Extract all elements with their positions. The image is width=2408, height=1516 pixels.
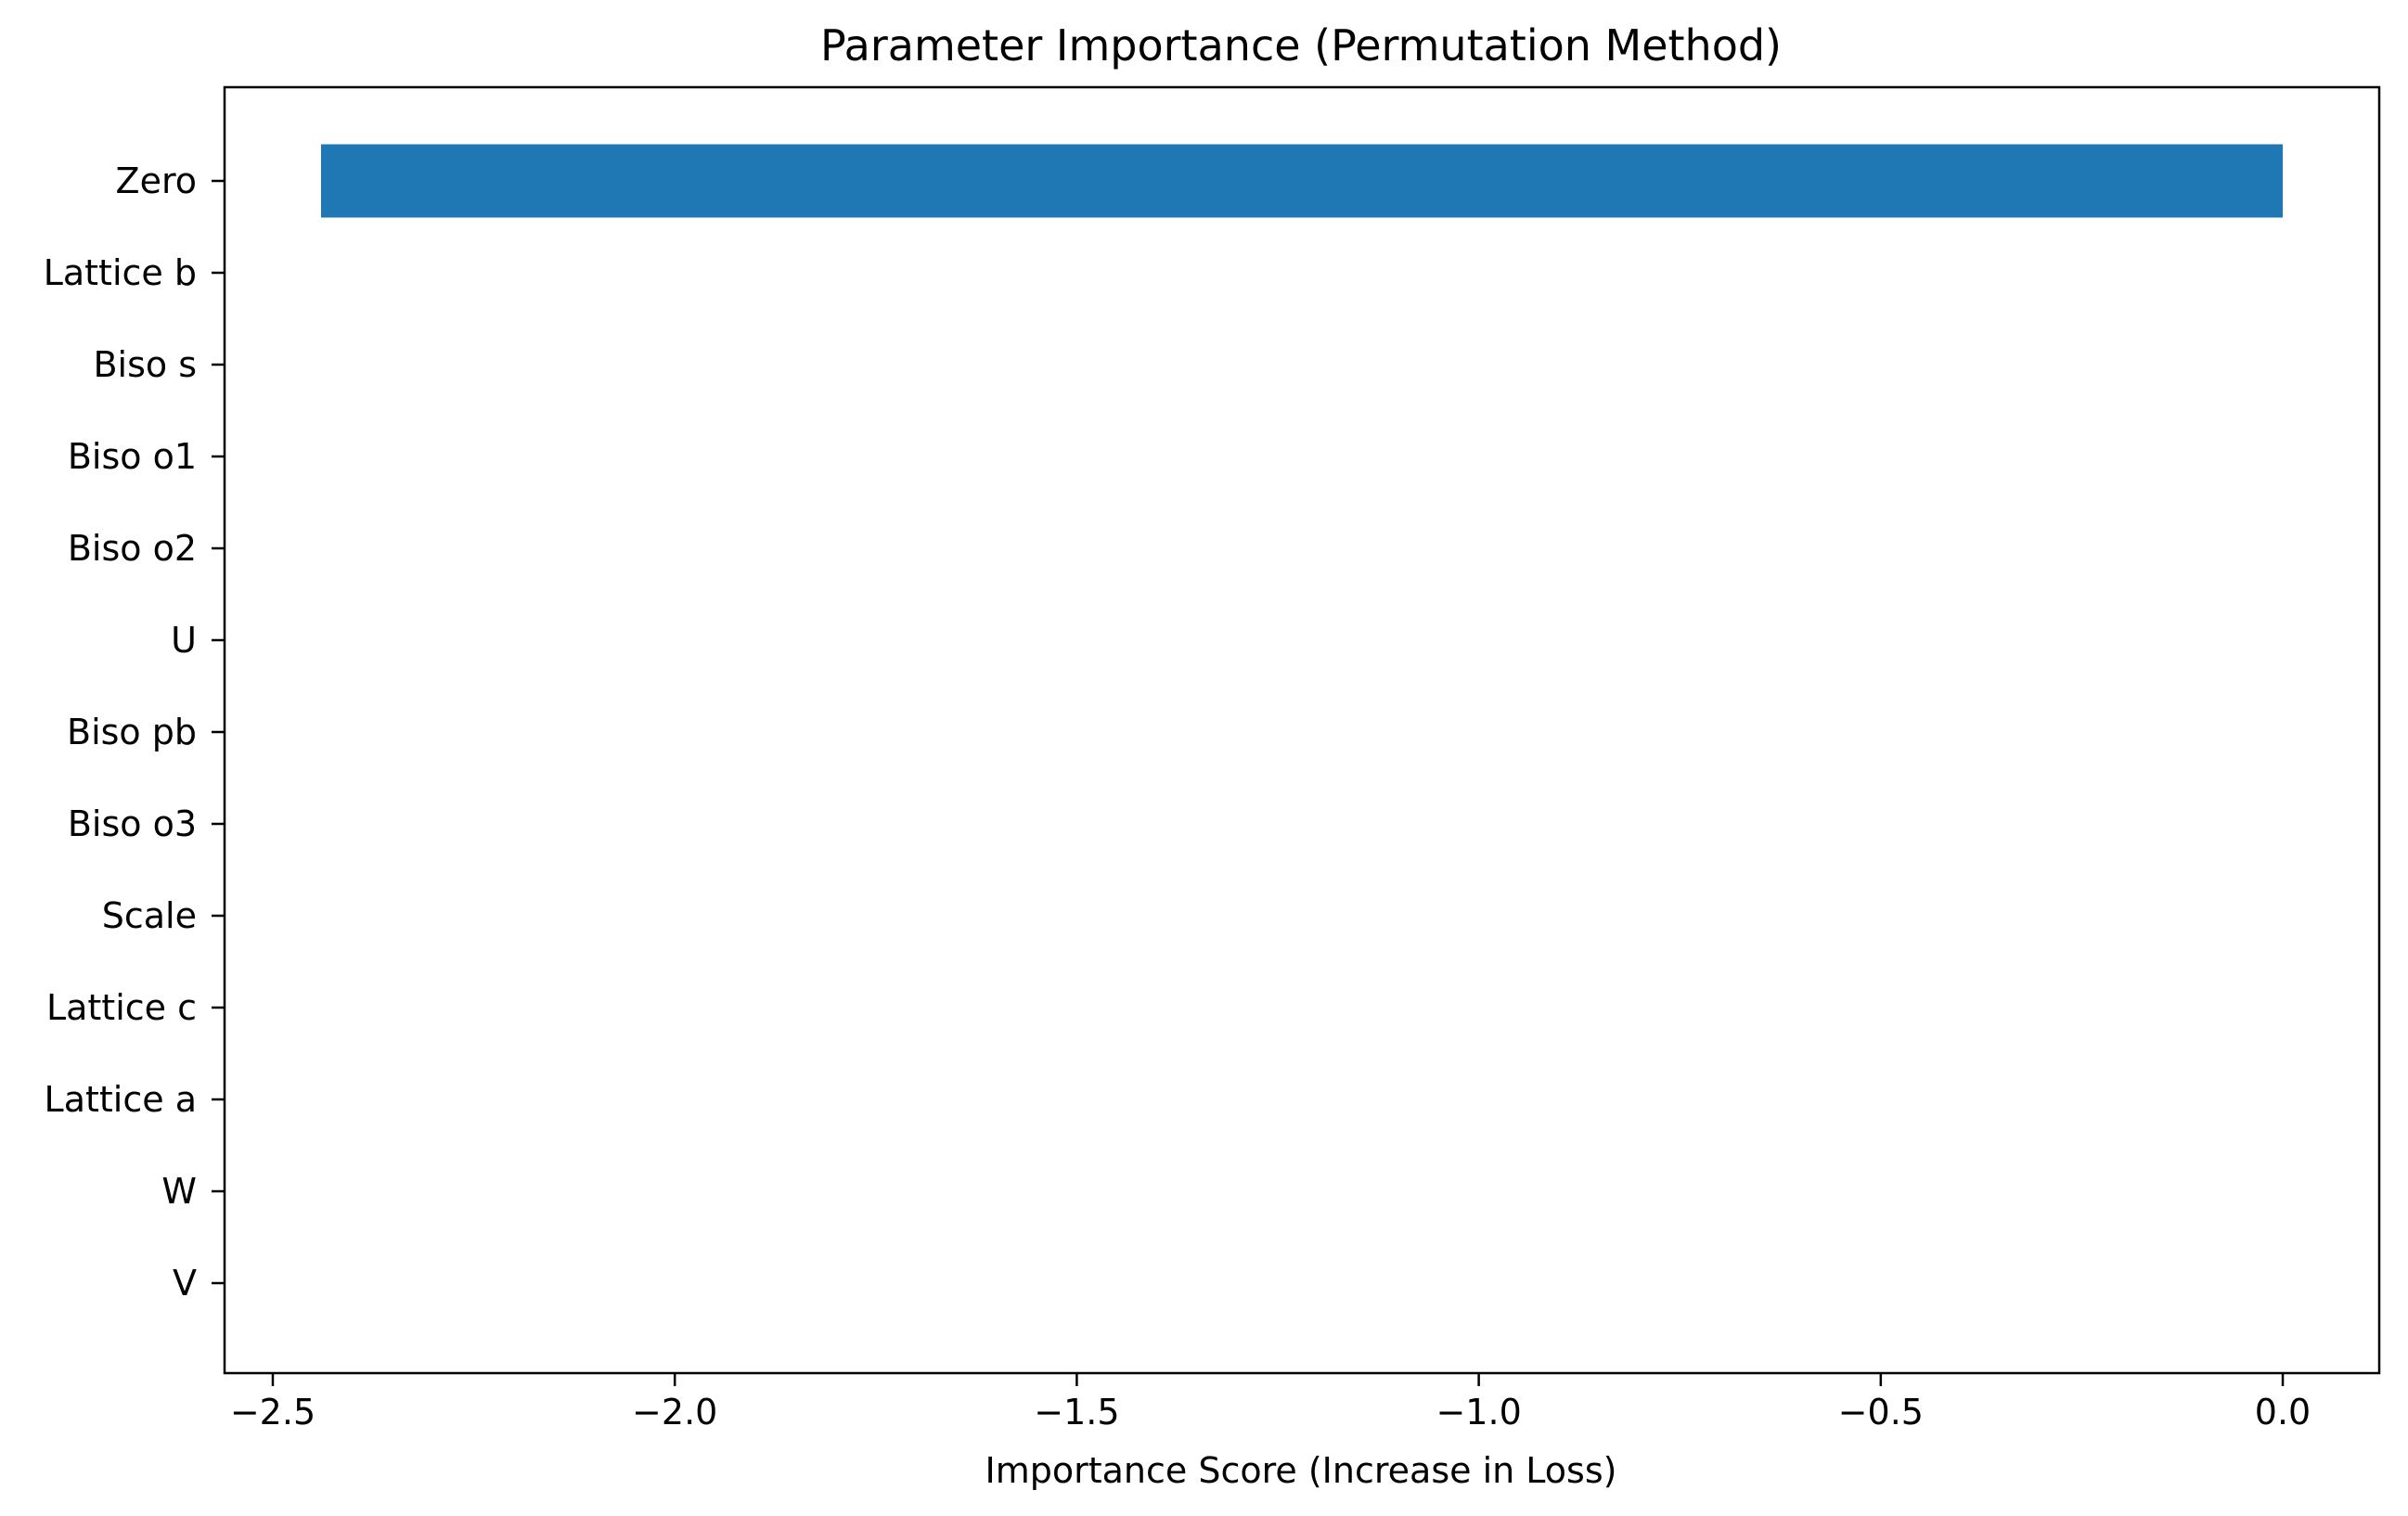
y-tick-label: Lattice c bbox=[46, 987, 197, 1028]
bars-layer bbox=[320, 144, 2284, 218]
y-tick-label: Lattice b bbox=[44, 252, 197, 293]
y-tick-label: Scale bbox=[102, 895, 197, 936]
y-tick-label: Lattice a bbox=[45, 1079, 197, 1120]
bar-zero bbox=[320, 144, 2284, 218]
x-axis-label: Importance Score (Increase in Loss) bbox=[985, 1450, 1617, 1491]
y-tick-label: Biso o2 bbox=[68, 528, 197, 569]
x-tick-label: −0.5 bbox=[1838, 1392, 1924, 1432]
y-tick-label: Zero bbox=[116, 161, 197, 201]
x-tick-label: 0.0 bbox=[2255, 1392, 2311, 1432]
x-tick-label: −1.0 bbox=[1436, 1392, 1521, 1432]
y-tick-label: U bbox=[171, 620, 197, 661]
y-tick-label: Biso pb bbox=[67, 712, 197, 752]
x-tick-label: −2.0 bbox=[632, 1392, 717, 1432]
x-axis: −2.5 −2.0 −1.5 −1.0 −0.5 0.0 bbox=[230, 1373, 2311, 1432]
y-tick-label: V bbox=[173, 1263, 197, 1304]
y-tick-label: W bbox=[161, 1171, 197, 1212]
x-tick-label: −2.5 bbox=[230, 1392, 315, 1432]
y-tick-label: Biso o3 bbox=[68, 803, 197, 844]
chart-title: Parameter Importance (Permutation Method… bbox=[820, 20, 1782, 71]
x-tick-label: −1.5 bbox=[1034, 1392, 1119, 1432]
y-tick-label: Biso o1 bbox=[68, 436, 197, 477]
y-tick-label: Biso s bbox=[93, 344, 197, 385]
plot-frame bbox=[223, 85, 2381, 1375]
y-axis: Zero Lattice b Biso s Biso o1 Biso o2 U Biso p… bbox=[44, 161, 225, 1304]
